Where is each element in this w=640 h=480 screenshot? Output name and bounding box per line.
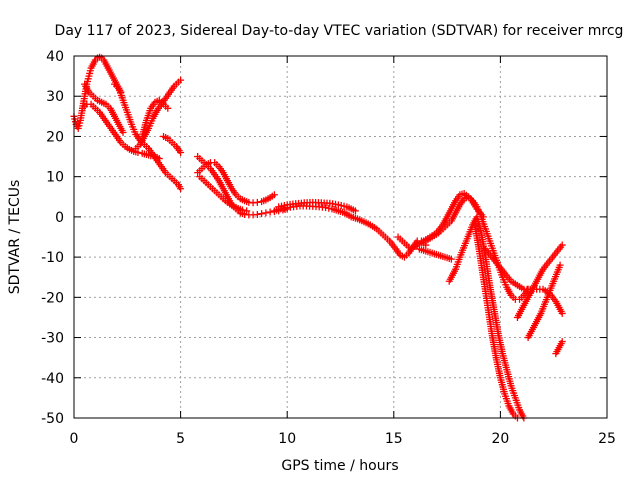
series-7 <box>138 96 172 140</box>
axis-ticks: 0 5 10 15 20 25 40 30 20 10 0 -10 -20 -30 -40 -50 <box>41 49 616 447</box>
series-3 <box>81 80 127 136</box>
data-point <box>134 149 142 157</box>
data-point <box>558 309 566 317</box>
y-tick-label: -50 <box>41 411 64 427</box>
data-point <box>558 338 566 346</box>
y-tick-label: 30 <box>46 89 64 105</box>
x-axis-label: GPS time / hours <box>281 458 398 474</box>
series-20 <box>524 261 564 342</box>
data-point <box>177 149 185 157</box>
series-2 <box>79 100 163 163</box>
data-point <box>253 210 261 218</box>
y-tick-label: -30 <box>41 331 64 347</box>
data-point <box>558 241 566 249</box>
data-point <box>177 185 185 193</box>
y-tick-label: -40 <box>41 371 64 387</box>
data-point <box>164 104 172 112</box>
x-tick-label: 10 <box>278 431 296 447</box>
y-tick-label: 0 <box>55 210 64 226</box>
data-point <box>447 255 455 263</box>
series-4 <box>111 80 185 193</box>
x-tick-label: 5 <box>176 431 185 447</box>
series-9 <box>194 159 278 207</box>
data-point <box>351 207 359 215</box>
y-tick-label: 10 <box>46 170 64 186</box>
series-6 <box>160 132 185 157</box>
series-17 <box>471 221 521 422</box>
x-tick-label: 25 <box>598 431 616 447</box>
chart-title: Day 117 of 2023, Sidereal Day-to-day VTE… <box>55 23 624 39</box>
data-point <box>253 198 261 206</box>
data-points <box>70 53 566 422</box>
x-tick-label: 0 <box>70 431 79 447</box>
series-10 <box>196 173 251 215</box>
y-tick-label: -20 <box>41 290 64 306</box>
series-21 <box>552 338 566 358</box>
data-point <box>556 261 564 269</box>
y-tick-label: 40 <box>46 49 64 65</box>
data-point <box>258 210 266 218</box>
y-tick-label: -10 <box>41 250 64 266</box>
x-tick-label: 15 <box>385 431 403 447</box>
y-tick-label: 20 <box>46 129 64 145</box>
series-19 <box>513 241 566 321</box>
series-1 <box>70 53 125 132</box>
grid <box>74 56 607 418</box>
data-point <box>262 209 270 217</box>
x-tick-label: 20 <box>491 431 509 447</box>
plot-frame <box>73 55 608 419</box>
series-12 <box>275 198 359 215</box>
series-11 <box>270 202 430 261</box>
series-14 <box>415 245 455 263</box>
data-point <box>243 207 251 215</box>
data-point <box>177 76 185 84</box>
series-5 <box>132 76 185 153</box>
data-point <box>270 191 278 199</box>
y-axis-label: SDTVAR / TECUs <box>7 180 23 295</box>
data-point <box>238 206 246 214</box>
data-point <box>119 128 127 136</box>
